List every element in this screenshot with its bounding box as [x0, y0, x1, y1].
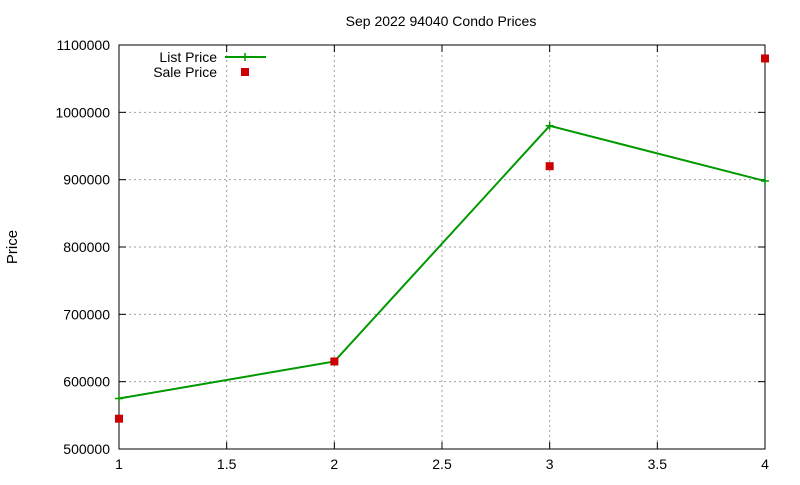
y-tick-label: 900000 [63, 172, 110, 188]
sale-price-point [545, 162, 554, 171]
y-axis-label: Price [4, 230, 21, 264]
x-tick-label: 4 [761, 456, 769, 472]
series-layer [115, 54, 769, 423]
x-tick-label: 3.5 [648, 456, 668, 472]
y-tick-label: 1100000 [57, 37, 111, 53]
x-tick-label: 2 [330, 456, 338, 472]
y-tick-label: 500000 [63, 441, 110, 457]
sale-price-series [115, 54, 769, 423]
legend-label-list-price: List Price [159, 49, 217, 65]
legend-swatch-sale-price [241, 68, 249, 76]
y-tick-label: 600000 [63, 374, 110, 390]
legend-label-sale-price: Sale Price [153, 64, 217, 80]
y-tick-label: 1000000 [55, 104, 110, 120]
grid-lines [119, 45, 765, 449]
sale-price-point [115, 414, 123, 423]
list-price-point [761, 177, 769, 186]
list-price-point [545, 121, 554, 130]
x-tick-label: 1.5 [217, 456, 237, 472]
list-price-line [118, 124, 766, 400]
x-tick-label: 3 [546, 456, 554, 472]
x-tick-label: 2.5 [432, 456, 452, 472]
list-price-point [115, 394, 123, 403]
y-tick-label: 800000 [63, 239, 110, 255]
sale-price-point [330, 357, 339, 366]
x-tick-label: 1 [115, 456, 123, 472]
sale-price-point [761, 54, 769, 63]
legend-marker-list-price [241, 53, 249, 61]
axis-ticks: 1 1.5 2 2.5 3 3.5 4 500000 600000 700000 800000 900… [55, 37, 769, 472]
chart-title: Sep 2022 94040 Condo Prices [346, 13, 537, 29]
y-tick-label: 700000 [63, 306, 110, 322]
